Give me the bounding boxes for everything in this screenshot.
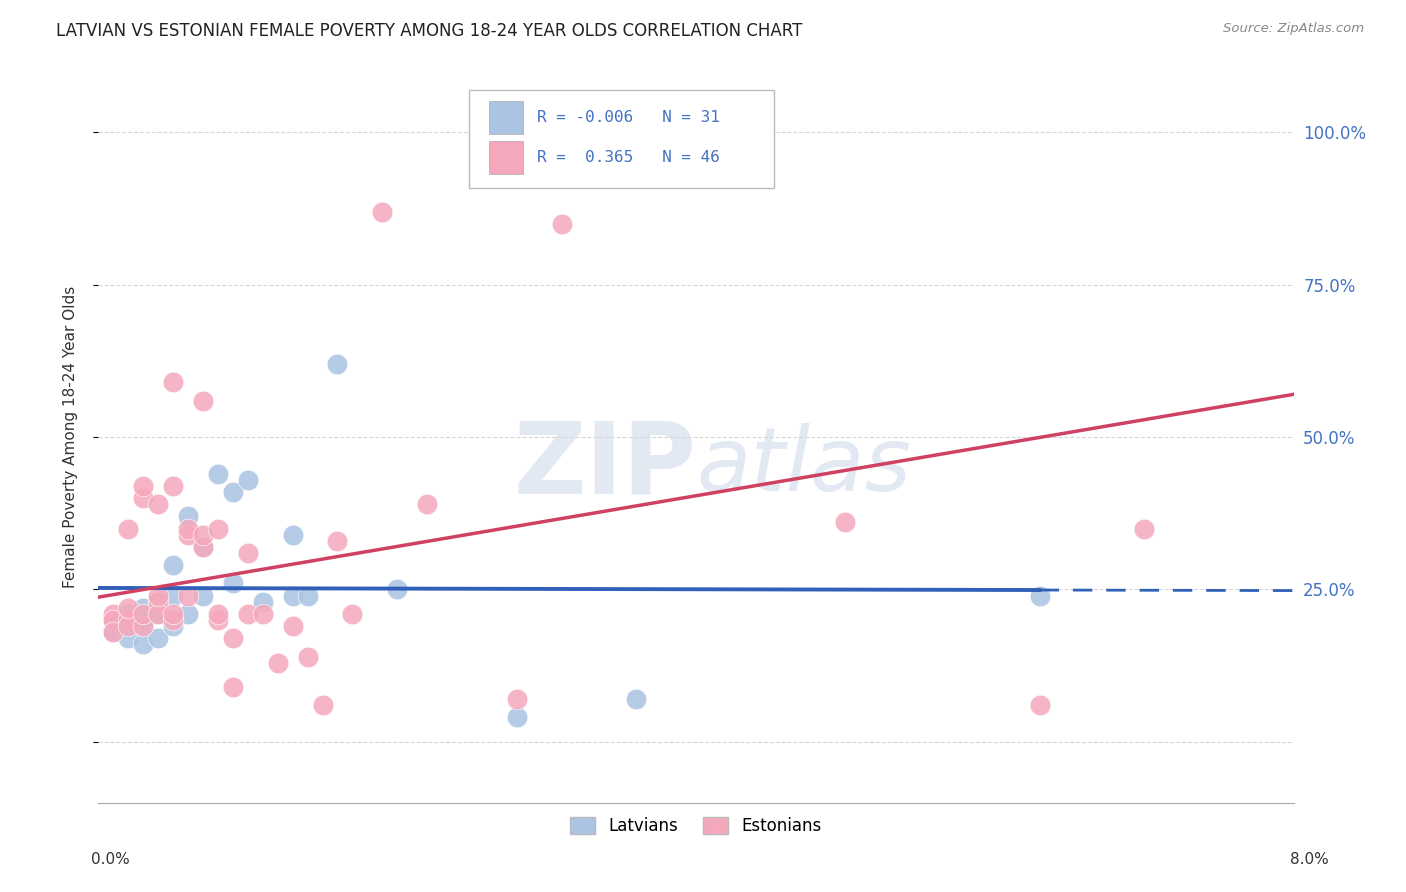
- Point: [371, 204, 394, 219]
- Point: [281, 619, 304, 633]
- Point: [148, 594, 170, 608]
- Point: [297, 649, 319, 664]
- Point: [222, 632, 245, 646]
- Point: [162, 607, 184, 621]
- Point: [191, 527, 214, 541]
- Point: [103, 625, 125, 640]
- Point: [191, 589, 214, 603]
- Point: [236, 546, 259, 560]
- Point: [162, 376, 184, 390]
- Point: [117, 607, 139, 621]
- Text: R =  0.365   N = 46: R = 0.365 N = 46: [537, 150, 720, 165]
- Point: [148, 607, 170, 621]
- Point: [117, 521, 139, 535]
- Text: Source: ZipAtlas.com: Source: ZipAtlas.com: [1223, 22, 1364, 36]
- Point: [297, 589, 319, 603]
- Point: [177, 607, 200, 621]
- Text: atlas: atlas: [696, 424, 911, 509]
- Point: [385, 582, 409, 597]
- Point: [1028, 698, 1050, 713]
- Point: [132, 613, 155, 627]
- Point: [191, 540, 214, 554]
- Point: [326, 533, 349, 548]
- Point: [132, 619, 155, 633]
- FancyBboxPatch shape: [470, 90, 773, 188]
- FancyBboxPatch shape: [489, 141, 523, 174]
- Point: [191, 540, 214, 554]
- Point: [148, 594, 170, 608]
- Point: [148, 607, 170, 621]
- Point: [626, 692, 648, 706]
- Point: [103, 613, 125, 627]
- Point: [132, 607, 155, 621]
- Point: [117, 613, 139, 627]
- Point: [117, 600, 139, 615]
- FancyBboxPatch shape: [489, 101, 523, 134]
- Point: [103, 607, 125, 621]
- Point: [207, 613, 229, 627]
- Point: [132, 619, 155, 633]
- Point: [222, 576, 245, 591]
- Point: [326, 357, 349, 371]
- Point: [132, 479, 155, 493]
- Point: [1133, 521, 1156, 535]
- Text: 8.0%: 8.0%: [1289, 852, 1329, 867]
- Point: [311, 698, 333, 713]
- Y-axis label: Female Poverty Among 18-24 Year Olds: Female Poverty Among 18-24 Year Olds: [63, 286, 77, 588]
- Point: [177, 589, 200, 603]
- Point: [281, 527, 304, 541]
- Point: [132, 600, 155, 615]
- Point: [506, 692, 529, 706]
- Point: [222, 680, 245, 694]
- Point: [222, 485, 245, 500]
- Point: [132, 637, 155, 651]
- Point: [132, 491, 155, 505]
- Point: [162, 619, 184, 633]
- Legend: Latvians, Estonians: Latvians, Estonians: [564, 811, 828, 842]
- Point: [506, 710, 529, 724]
- Point: [342, 607, 364, 621]
- Point: [550, 217, 572, 231]
- Point: [103, 613, 125, 627]
- Point: [177, 527, 200, 541]
- Point: [207, 607, 229, 621]
- Point: [267, 656, 290, 670]
- Point: [162, 613, 184, 627]
- Point: [162, 589, 184, 603]
- Point: [236, 607, 259, 621]
- Point: [148, 589, 170, 603]
- Text: LATVIAN VS ESTONIAN FEMALE POVERTY AMONG 18-24 YEAR OLDS CORRELATION CHART: LATVIAN VS ESTONIAN FEMALE POVERTY AMONG…: [56, 22, 803, 40]
- Point: [117, 619, 139, 633]
- Text: R = -0.006   N = 31: R = -0.006 N = 31: [537, 110, 720, 125]
- Point: [207, 521, 229, 535]
- Point: [117, 632, 139, 646]
- Point: [103, 625, 125, 640]
- Point: [162, 479, 184, 493]
- Text: ZIP: ZIP: [513, 417, 696, 515]
- Point: [834, 516, 856, 530]
- Point: [1028, 589, 1050, 603]
- Point: [281, 589, 304, 603]
- Point: [177, 521, 200, 535]
- Point: [177, 509, 200, 524]
- Point: [148, 497, 170, 511]
- Point: [252, 594, 274, 608]
- Text: 0.0%: 0.0%: [91, 852, 131, 867]
- Point: [252, 607, 274, 621]
- Point: [236, 473, 259, 487]
- Point: [148, 632, 170, 646]
- Point: [207, 467, 229, 481]
- Point: [416, 497, 439, 511]
- Point: [162, 558, 184, 573]
- Point: [191, 393, 214, 408]
